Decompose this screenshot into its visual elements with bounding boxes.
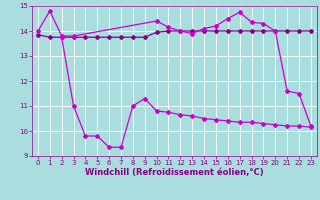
X-axis label: Windchill (Refroidissement éolien,°C): Windchill (Refroidissement éolien,°C) — [85, 168, 264, 177]
